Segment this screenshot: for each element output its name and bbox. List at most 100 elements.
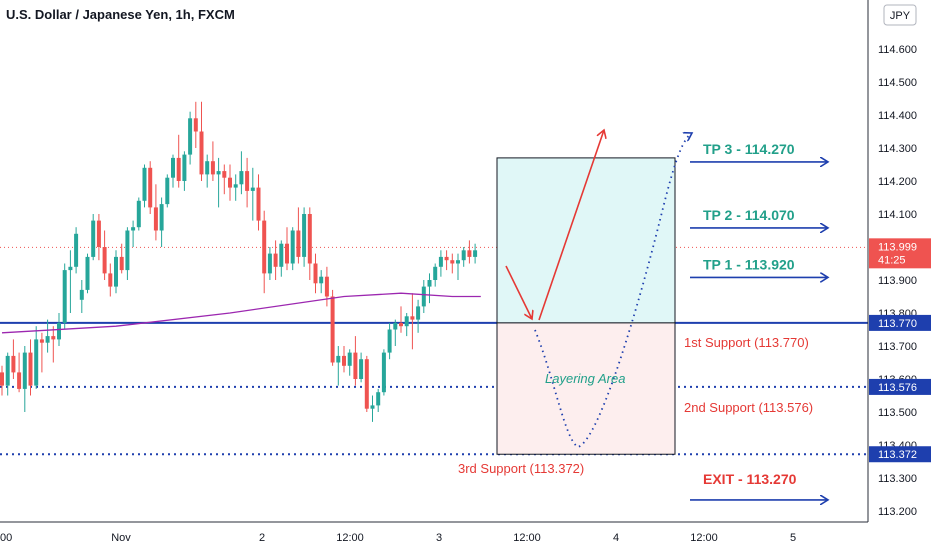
currency-label: JPY — [890, 10, 911, 22]
moving-average-line — [1, 292, 481, 334]
candle-body — [68, 266, 73, 271]
candle-body — [57, 322, 61, 340]
candle-body — [239, 171, 244, 185]
candle-body — [153, 207, 158, 231]
drop-arrow — [505, 265, 532, 319]
y-tick-label: 113.900 — [878, 275, 917, 287]
candle-body — [376, 392, 381, 406]
candle-body — [256, 187, 261, 221]
candle-body — [74, 233, 79, 267]
candle-body — [290, 230, 295, 264]
candle-body — [210, 161, 215, 175]
candle-body — [444, 256, 449, 261]
candle-body — [159, 204, 164, 231]
candle-body — [108, 273, 113, 287]
support-label-2: 2nd Support (113.576) — [684, 400, 813, 415]
exit-label: EXIT - 113.270 — [703, 471, 797, 487]
candle-body — [222, 171, 227, 178]
candle-body — [233, 184, 238, 188]
current-price-value: 113.999 — [878, 241, 917, 253]
candle-body — [421, 286, 426, 307]
candle-body — [85, 256, 90, 290]
candle-body — [79, 289, 84, 300]
x-tick-label: 2 — [259, 532, 265, 544]
candle-body — [336, 355, 341, 363]
candle-body — [91, 220, 96, 257]
x-tick-label: 00 — [0, 532, 12, 544]
candle-body — [279, 243, 284, 267]
candle-body — [176, 157, 181, 181]
candle-body — [131, 227, 136, 231]
candle-body — [330, 296, 335, 363]
candle-body — [364, 359, 369, 409]
candle-body — [296, 230, 301, 257]
candle-body — [313, 263, 318, 284]
candle-body — [267, 253, 272, 274]
candle-body — [11, 355, 16, 373]
candle-body — [324, 276, 329, 297]
level-price-label: 113.576 — [878, 382, 917, 394]
support-label-3: 3rd Support (113.372) — [458, 461, 584, 476]
x-tick-label: 12:00 — [513, 532, 541, 544]
candle-body — [450, 260, 455, 264]
candle-body — [22, 352, 27, 389]
candle-body — [347, 352, 352, 366]
candle-body — [5, 355, 10, 386]
y-tick-label: 113.200 — [878, 506, 917, 518]
y-tick-label: 113.300 — [878, 473, 917, 485]
candle-body — [119, 256, 124, 271]
candle-body — [438, 256, 443, 267]
target-zone — [496, 157, 676, 324]
x-tick-label: 5 — [790, 532, 796, 544]
y-tick-label: 114.600 — [878, 44, 917, 56]
candle-body — [416, 306, 421, 320]
level-price-badge — [869, 446, 931, 463]
candle-body — [245, 171, 250, 191]
candle-body — [456, 260, 460, 264]
candle-body — [125, 230, 130, 271]
candle-body — [387, 329, 392, 353]
candle-body — [370, 405, 375, 409]
candle-body — [142, 167, 147, 201]
candle-body — [461, 250, 466, 261]
current-price-badge — [869, 238, 931, 269]
candle-body — [182, 154, 187, 181]
target-label-tp1: TP 1 - 113.920 — [703, 256, 795, 272]
candle-body — [228, 177, 232, 188]
candle-body — [393, 322, 398, 330]
y-tick-label: 114.400 — [878, 110, 917, 122]
level-price-badge — [869, 378, 931, 395]
candle-body — [433, 266, 438, 280]
candle-body — [188, 118, 193, 155]
candle-body — [39, 339, 44, 343]
candle-body — [399, 322, 403, 327]
candle-body — [171, 157, 175, 178]
level-price-badge — [869, 314, 931, 331]
x-tick-label: 4 — [613, 532, 619, 544]
candle-body — [114, 256, 118, 287]
annotation-layer: TP 3 - 114.270 TP 2 - 114.070 TP 1 - 113.9… — [458, 130, 828, 500]
candle-body — [102, 247, 107, 274]
x-tick-label: 3 — [436, 532, 442, 544]
candle-body — [96, 220, 101, 247]
candle-body — [262, 220, 267, 274]
candle-body — [467, 250, 472, 257]
candle-body — [353, 352, 358, 379]
y-tick-label: 114.100 — [878, 209, 917, 221]
level-price-label: 113.372 — [878, 449, 917, 461]
candle-body — [410, 316, 415, 320]
candle-body — [193, 118, 198, 132]
rally-arrow — [538, 130, 604, 321]
target-label-tp3: TP 3 - 114.270 — [703, 141, 795, 157]
candle-body — [302, 214, 307, 257]
candle-body — [307, 214, 312, 264]
candle-body — [205, 161, 210, 175]
level-price-label: 113.770 — [878, 318, 917, 330]
candle-layer — [0, 101, 481, 422]
x-tick-label: 12:00 — [336, 532, 364, 544]
y-tick-label: 113.700 — [878, 341, 917, 353]
candle-body — [148, 167, 153, 208]
y-tick-label: 114.500 — [878, 77, 917, 89]
